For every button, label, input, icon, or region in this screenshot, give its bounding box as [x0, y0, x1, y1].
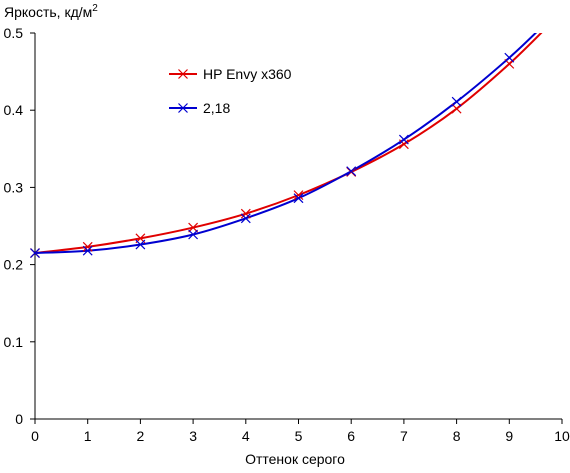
- series-layer: [35, 33, 543, 255]
- legend-swatch-marker: [178, 69, 188, 79]
- data-point-series-2: [451, 96, 462, 107]
- marker-stroke: [398, 139, 409, 150]
- x-tick-label: 4: [242, 428, 250, 444]
- x-tick-label: 7: [400, 428, 408, 444]
- x-tick-label: 2: [137, 428, 145, 444]
- marker-stroke: [178, 69, 188, 79]
- marker-stroke: [82, 245, 93, 256]
- data-point-series-1: [293, 190, 304, 201]
- markers-layer: [30, 52, 515, 258]
- legend-label: HP Envy x360: [203, 66, 292, 82]
- y-tick-label: 0.1: [4, 334, 24, 350]
- data-point-series-2: [504, 52, 515, 63]
- legend-item-1: HP Envy x360: [169, 66, 292, 82]
- marker-stroke: [293, 190, 304, 201]
- data-point-series-2: [135, 239, 146, 250]
- data-point-series-1: [451, 103, 462, 114]
- x-tick-label: 3: [189, 428, 197, 444]
- y-tick-label: 0.2: [4, 257, 24, 273]
- data-point-series-1: [398, 139, 409, 150]
- series-line-2: [35, 33, 538, 255]
- marker-stroke: [30, 248, 40, 258]
- data-point-series-1: [240, 208, 251, 219]
- data-point-series-1: [188, 222, 199, 233]
- x-tick-label: 0: [31, 428, 39, 444]
- marker-stroke: [178, 103, 188, 113]
- data-point-series-2: [398, 134, 409, 145]
- legend-label: 2,18: [203, 100, 230, 116]
- x-tick-label: 8: [453, 428, 461, 444]
- marker-stroke: [451, 103, 462, 114]
- legend: HP Envy x360 2,18: [169, 66, 292, 116]
- marker-stroke: [451, 96, 462, 107]
- marker-stroke: [82, 241, 93, 252]
- y-axis-label: Яркость, кд/м2: [4, 3, 98, 20]
- y-axis-label-superscript: 2: [92, 3, 98, 14]
- marker-stroke: [240, 208, 251, 219]
- x-tick-label: 1: [84, 428, 92, 444]
- data-point-series-2: [188, 229, 199, 240]
- legend-swatch-marker: [178, 103, 188, 113]
- data-point-series-2: [346, 166, 357, 177]
- marker-stroke: [240, 213, 251, 224]
- x-tick-label: 5: [295, 428, 303, 444]
- x-tick-label: 6: [347, 428, 355, 444]
- marker-stroke: [188, 222, 199, 233]
- marker-stroke: [504, 52, 515, 63]
- marker-stroke: [135, 239, 146, 250]
- marker-stroke: [346, 166, 357, 177]
- x-tick-label: 10: [554, 428, 570, 444]
- marker-stroke: [293, 193, 304, 204]
- marker-stroke: [398, 134, 409, 145]
- y-tick-label: 0: [15, 411, 23, 427]
- marker-stroke: [188, 229, 199, 240]
- axes: 0 1 2 3 4 5 6 7 8 9 10 0 0.1 0.2 0.3 0.4 0.5: [4, 25, 570, 444]
- data-point-series-1: [82, 241, 93, 252]
- x-tick-label: 9: [505, 428, 513, 444]
- data-point-series-2: [293, 193, 304, 204]
- x-axis-label: Оттенок серого: [245, 451, 345, 467]
- data-point-series-2: [240, 213, 251, 224]
- y-tick-label: 0.3: [4, 179, 24, 195]
- legend-item-2: 2,18: [169, 100, 230, 116]
- data-point-series-2: [82, 245, 93, 256]
- y-axis-label-text: Яркость, кд/м: [4, 4, 92, 20]
- y-tick-label: 0.5: [4, 25, 24, 41]
- series-line-1: [35, 33, 543, 255]
- y-tick-label: 0.4: [4, 102, 24, 118]
- data-point-series-2: [30, 248, 40, 258]
